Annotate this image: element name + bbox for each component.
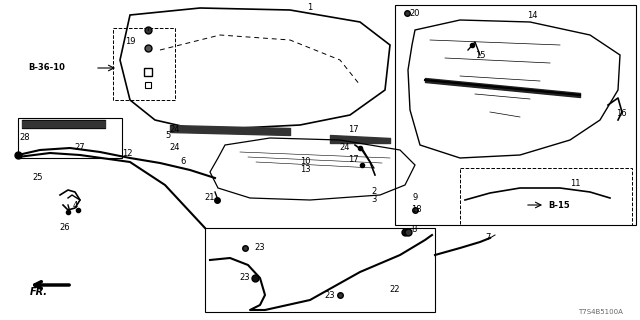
Text: 11: 11 [570, 179, 580, 188]
Text: 27: 27 [75, 143, 85, 153]
Text: 25: 25 [33, 173, 44, 182]
Text: 22: 22 [390, 285, 400, 294]
Bar [395, 5, 636, 225]
Bar [205, 228, 435, 312]
Text: 28: 28 [20, 133, 30, 142]
Text: 23: 23 [255, 244, 266, 252]
Text: 12: 12 [122, 148, 132, 157]
Bar [113, 28, 175, 100]
Text: T7S4B5100A: T7S4B5100A [577, 309, 623, 315]
Bar [18, 118, 122, 158]
Text: 15: 15 [475, 51, 485, 60]
Text: 17: 17 [348, 156, 358, 164]
Text: 23: 23 [240, 274, 250, 283]
Text: 7: 7 [485, 234, 491, 243]
Text: FR.: FR. [30, 287, 48, 297]
Text: 19: 19 [125, 37, 135, 46]
Text: 24: 24 [170, 125, 180, 134]
Bar [460, 168, 632, 225]
Text: B-15: B-15 [548, 201, 570, 210]
Text: 16: 16 [616, 108, 627, 117]
Text: 14: 14 [527, 11, 537, 20]
Text: 13: 13 [300, 165, 310, 174]
Text: 17: 17 [348, 125, 358, 134]
Text: 2: 2 [371, 188, 376, 196]
Text: B-36-10: B-36-10 [28, 63, 65, 73]
Text: 21: 21 [205, 194, 215, 203]
Text: 3: 3 [371, 196, 377, 204]
Text: 10: 10 [300, 157, 310, 166]
Text: 6: 6 [180, 157, 186, 166]
Text: 26: 26 [60, 223, 70, 233]
Text: 8: 8 [412, 226, 417, 235]
Text: 9: 9 [412, 193, 418, 202]
Text: 24: 24 [340, 143, 350, 153]
Text: 4: 4 [72, 201, 77, 210]
Text: 1: 1 [307, 4, 312, 12]
Text: 20: 20 [410, 9, 420, 18]
Text: 23: 23 [324, 291, 335, 300]
Text: 18: 18 [411, 205, 421, 214]
Text: 24: 24 [170, 143, 180, 153]
Text: 5: 5 [165, 131, 171, 140]
